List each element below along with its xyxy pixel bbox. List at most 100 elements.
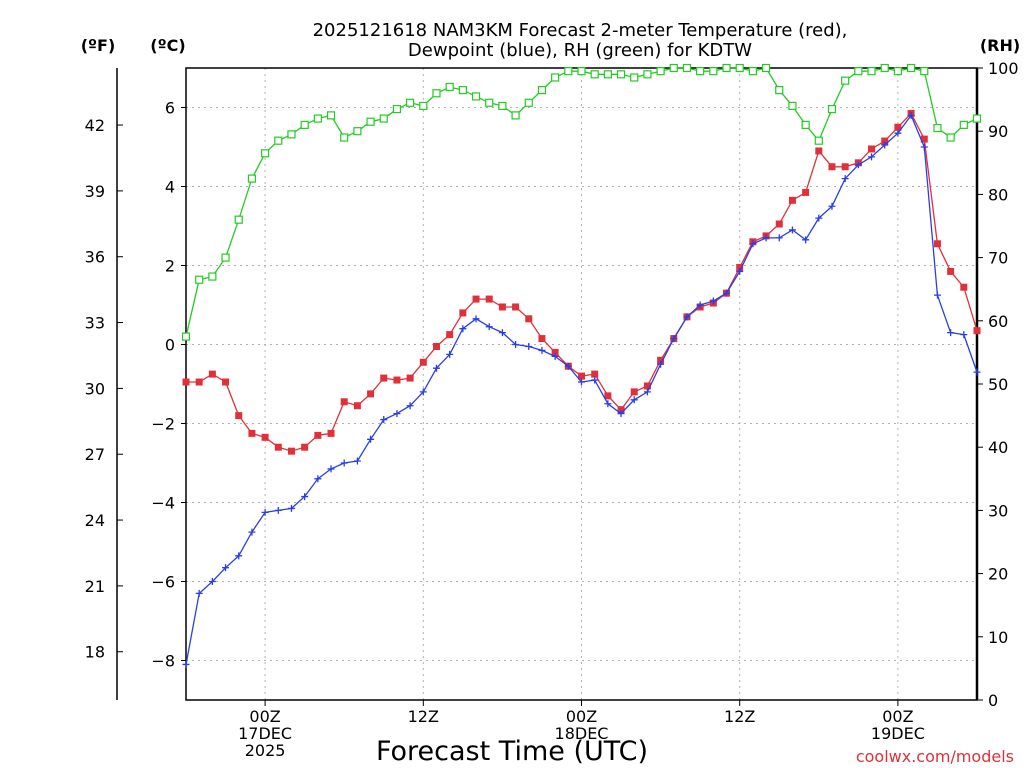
x-tick-label-3-0: 12Z [724,707,755,726]
point-temperature-16 [393,376,401,384]
credit-label: coolwx.com/models [856,747,1014,766]
celsius-tick-label-3: −2 [151,415,175,434]
point-relative-humidity-3 [221,253,230,262]
point-relative-humidity-54 [893,67,903,76]
point-dewpoint-51 [854,161,862,169]
point-relative-humidity-60 [972,114,982,123]
point-dewpoint-44 [762,234,770,242]
point-temperature-8 [287,447,295,455]
celsius-tick-label-0: −8 [151,652,175,671]
point-temperature-53 [881,137,889,145]
point-relative-humidity-59 [959,120,968,129]
point-relative-humidity-43 [748,67,757,76]
point-temperature-21 [459,309,467,317]
fahrenheit-tick-label-2: 24 [85,511,105,530]
point-relative-humidity-2 [208,272,217,281]
point-relative-humidity-11 [326,111,336,120]
point-dewpoint-45 [775,234,783,242]
point-relative-humidity-48 [814,136,823,145]
point-temperature-11 [327,429,335,437]
point-temperature-13 [353,402,361,410]
rh-unit-label: (RH) [980,36,1020,55]
celsius-unit-label: (ºC) [150,36,185,55]
point-relative-humidity-38 [682,63,692,73]
point-relative-humidity-8 [287,130,296,139]
point-dewpoint-27 [538,346,546,354]
point-temperature-46 [788,196,796,204]
x-tick-label-0-0: 00Z [249,707,280,726]
point-relative-humidity-24 [498,101,507,111]
fahrenheit-tick-label-6: 36 [85,248,105,267]
point-temperature-5 [248,429,256,437]
fahrenheit-unit-label: (ºF) [81,36,116,55]
series-dewpoint [182,111,981,668]
point-temperature-33 [617,406,625,414]
point-relative-humidity-15 [379,114,388,123]
x-tick-label-1-0: 12Z [408,707,439,726]
point-temperature-28 [551,348,559,356]
point-relative-humidity-50 [841,76,850,85]
rh-tick-label-7: 70 [988,249,1008,268]
celsius-tick-label-7: 6 [165,99,175,118]
point-dewpoint-42 [736,267,744,275]
series-relative-humidity [181,63,982,341]
point-relative-humidity-21 [458,86,467,95]
point-dewpoint-55 [907,111,915,119]
point-temperature-50 [841,163,849,171]
point-temperature-14 [367,390,375,398]
point-relative-humidity-1 [195,275,204,284]
point-relative-humidity-13 [353,127,362,136]
x-tick-label-2-1: 18DEC [555,724,609,743]
point-temperature-42 [736,263,744,271]
point-relative-humidity-40 [709,67,718,76]
point-temperature-17 [406,374,414,382]
point-dewpoint-29 [564,362,572,370]
point-dewpoint-9 [301,493,309,501]
point-dewpoint-22 [472,315,480,323]
point-temperature-19 [432,342,440,350]
point-dewpoint-33 [617,410,625,418]
point-dewpoint-52 [868,153,876,161]
point-dewpoint-37 [670,335,678,343]
point-temperature-56 [920,135,928,143]
point-dewpoint-13 [353,457,361,465]
fahrenheit-tick-label-7: 39 [85,182,105,201]
point-relative-humidity-35 [643,70,652,79]
rh-tick-label-6: 60 [988,312,1008,331]
point-temperature-60 [973,327,981,335]
point-relative-humidity-56 [920,67,929,76]
chart-title-line-2: Dewpoint (blue), RH (green) for KDTW [408,40,752,61]
point-relative-humidity-42 [735,63,744,73]
rh-tick-label-1: 10 [988,628,1008,647]
point-temperature-52 [868,145,876,153]
point-dewpoint-14 [367,435,375,443]
rh-tick-label-3: 30 [988,501,1008,520]
point-temperature-54 [894,123,902,131]
point-dewpoint-7 [274,506,282,514]
point-temperature-15 [380,374,388,382]
axes: −8−6−4−202461821242730333639420102030405… [85,59,1019,760]
fahrenheit-tick-label-0: 18 [85,643,105,662]
rh-tick-label-4: 40 [988,438,1008,457]
point-dewpoint-6 [261,508,269,516]
point-dewpoint-17 [406,402,414,410]
point-temperature-45 [775,220,783,228]
rh-tick-label-10: 100 [988,59,1019,78]
point-temperature-20 [446,331,454,339]
point-dewpoint-35 [643,388,651,396]
rh-tick-label-9: 90 [988,122,1008,141]
fahrenheit-tick-label-1: 21 [85,577,105,596]
x-tick-label-4-0: 00Z [882,707,913,726]
point-relative-humidity-28 [551,73,560,82]
point-dewpoint-4 [235,552,243,560]
point-relative-humidity-4 [234,215,243,224]
point-relative-humidity-16 [392,104,402,114]
point-relative-humidity-23 [485,98,494,107]
celsius-tick-label-2: −4 [151,494,175,513]
point-relative-humidity-58 [946,133,955,142]
chart-title-line-1: 2025121618 NAM3KM Forecast 2-meter Tempe… [313,20,848,41]
point-temperature-9 [301,443,309,451]
point-temperature-49 [828,163,836,171]
point-relative-humidity-12 [340,133,349,142]
